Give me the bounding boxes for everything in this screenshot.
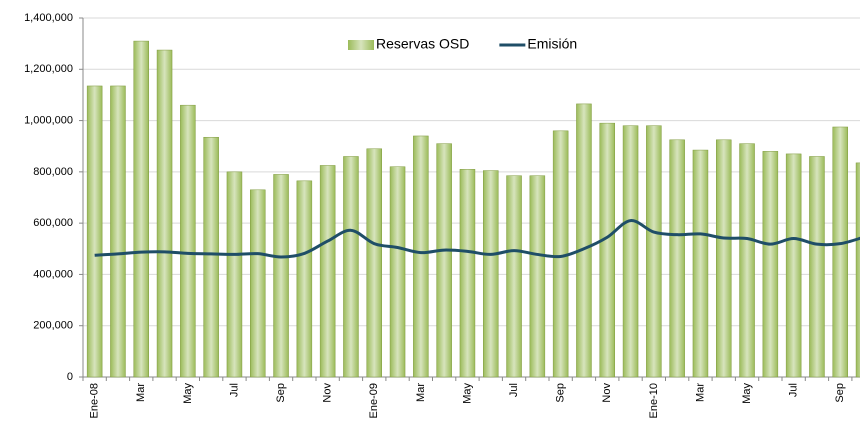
bar (319, 165, 336, 378)
legend-swatch (348, 40, 374, 50)
line (94, 219, 860, 259)
x-tick-label: Nov (601, 383, 613, 403)
bar (506, 175, 522, 378)
bar (133, 40, 149, 378)
x-tick-label: Sep (555, 383, 567, 403)
bar (716, 139, 732, 378)
bar (273, 174, 289, 378)
bar (389, 166, 406, 378)
bar (809, 156, 825, 378)
x-tick-label: Mar (415, 383, 427, 402)
x-tick-label: Ene-09 (368, 383, 380, 418)
x-tick-label: May (182, 383, 194, 404)
bar (646, 125, 662, 378)
bar (762, 151, 779, 378)
y-tick-label: 800,000 (33, 166, 73, 178)
bar (669, 139, 685, 378)
bar (250, 189, 266, 378)
bar (180, 104, 196, 378)
x-tick-label: Mar (135, 383, 147, 402)
x-tick-label: Nov (322, 383, 334, 403)
x-tick-label: Jul (228, 383, 240, 397)
bar (203, 136, 219, 378)
bar (576, 103, 592, 378)
bar (692, 149, 709, 378)
bar (343, 156, 359, 378)
x-tick-label: May (461, 383, 473, 404)
bar (413, 135, 429, 378)
bar (785, 153, 802, 378)
bar (366, 148, 382, 378)
bar (529, 175, 546, 378)
x-tick-label: Jul (508, 383, 520, 397)
x-tick-label: Jul (788, 383, 800, 397)
bar (226, 171, 243, 378)
bar (459, 169, 476, 378)
bar (855, 162, 860, 378)
y-tick-label: 200,000 (33, 320, 73, 332)
bar (832, 126, 848, 378)
legend-label: Reservas OSD (376, 36, 469, 52)
bar (110, 85, 126, 378)
bar (622, 125, 639, 378)
bar (599, 122, 615, 378)
x-tick-label: Mar (694, 383, 706, 402)
legend-label: Emisión (527, 36, 577, 52)
x-tick-label: Ene-08 (89, 383, 101, 418)
x-tick-label: May (741, 383, 753, 404)
y-tick-label: 600,000 (33, 217, 73, 229)
y-tick-label: 1,200,000 (24, 63, 73, 75)
x-tick-label: Sep (275, 383, 287, 403)
y-tick-label: 0 (67, 371, 73, 383)
bar (296, 180, 313, 378)
y-tick-label: 1,000,000 (24, 114, 73, 126)
bar (739, 143, 755, 378)
x-tick-label: Ene-10 (648, 383, 660, 418)
bar (483, 170, 499, 378)
bar (156, 49, 173, 378)
bar (86, 85, 103, 378)
bar (436, 143, 452, 378)
x-tick-label: Sep (834, 383, 846, 403)
y-tick-label: 400,000 (33, 268, 73, 280)
y-tick-label: 1,400,000 (24, 12, 73, 24)
